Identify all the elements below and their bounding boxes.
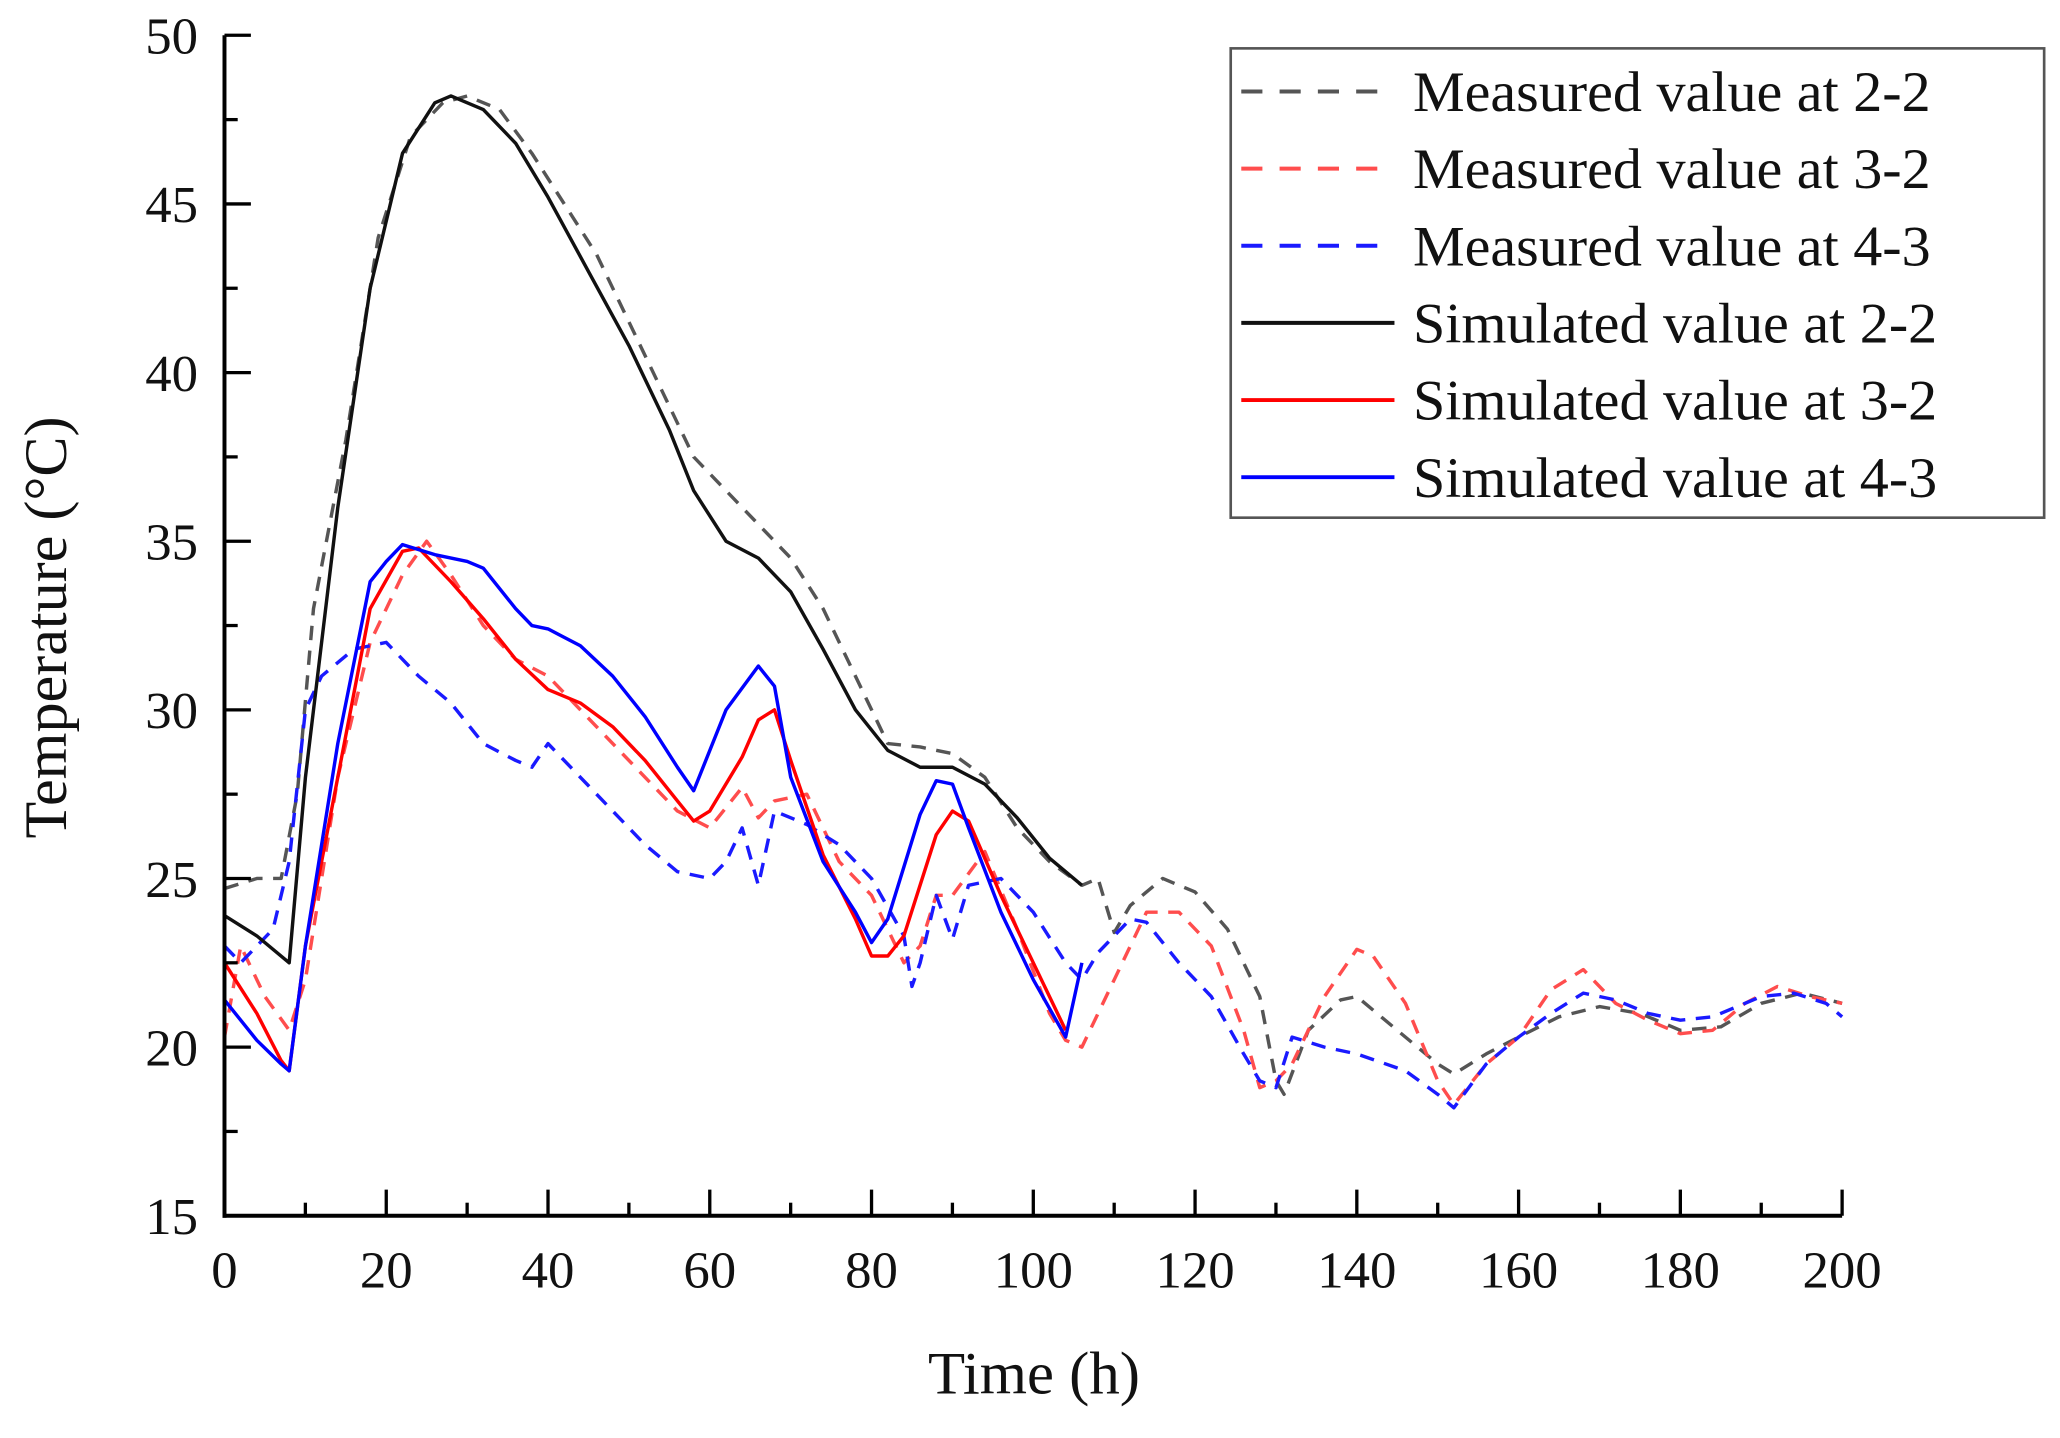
legend-label-1: Measured value at 3-2 xyxy=(1413,137,1931,202)
axes-layer: 0 20 40 60 80 100 120 140 160 180 200 15 20 25 30 35 40 4… xyxy=(145,8,1881,1300)
y-tick-label: 45 xyxy=(145,176,198,234)
series-line-0 xyxy=(223,94,1843,1097)
legend-label-4: Simulated value at 3-2 xyxy=(1413,368,1937,433)
x-tick-label: 100 xyxy=(994,1242,1073,1300)
series-line-2 xyxy=(223,640,1844,1110)
series-line-4 xyxy=(223,546,1068,1073)
y-axis-title: Temperature (°C) xyxy=(13,416,80,838)
y-tick-label: 35 xyxy=(145,514,198,572)
y-tick-label: 30 xyxy=(145,682,198,740)
x-tick-label: 200 xyxy=(1803,1242,1882,1300)
x-tick-label: 60 xyxy=(683,1242,736,1300)
x-tick-label: 0 xyxy=(211,1242,237,1300)
x-tick-label: 80 xyxy=(845,1242,898,1300)
x-axis-title: Time (h) xyxy=(928,1341,1140,1408)
x-tick-label: 20 xyxy=(360,1242,413,1300)
y-tick-label: 50 xyxy=(145,8,198,66)
legend: Measured value at 2-2 Measured value at 3… xyxy=(1229,47,2046,519)
y-tick-label: 15 xyxy=(145,1188,198,1246)
x-tick-label: 180 xyxy=(1641,1242,1720,1300)
y-tick-label: 25 xyxy=(145,851,198,909)
y-tick-label: 20 xyxy=(145,1020,198,1078)
legend-label-3: Simulated value at 2-2 xyxy=(1413,291,1937,356)
legend-box xyxy=(1229,47,2046,519)
y-tick-label: 40 xyxy=(145,345,198,403)
series-line-1 xyxy=(222,539,1843,1107)
legend-label-0: Measured value at 2-2 xyxy=(1413,59,1931,124)
x-tick-label: 120 xyxy=(1155,1242,1234,1300)
x-tick-label: 140 xyxy=(1317,1242,1396,1300)
series-line-5 xyxy=(223,542,1084,1073)
legend-label-2: Measured value at 4-3 xyxy=(1413,214,1931,279)
series-line-3 xyxy=(223,94,1084,965)
legend-label-5: Simulated value at 4-3 xyxy=(1413,445,1937,510)
x-tick-label: 160 xyxy=(1479,1242,1558,1300)
x-tick-label: 40 xyxy=(522,1242,575,1300)
series-layer xyxy=(222,94,1844,1110)
